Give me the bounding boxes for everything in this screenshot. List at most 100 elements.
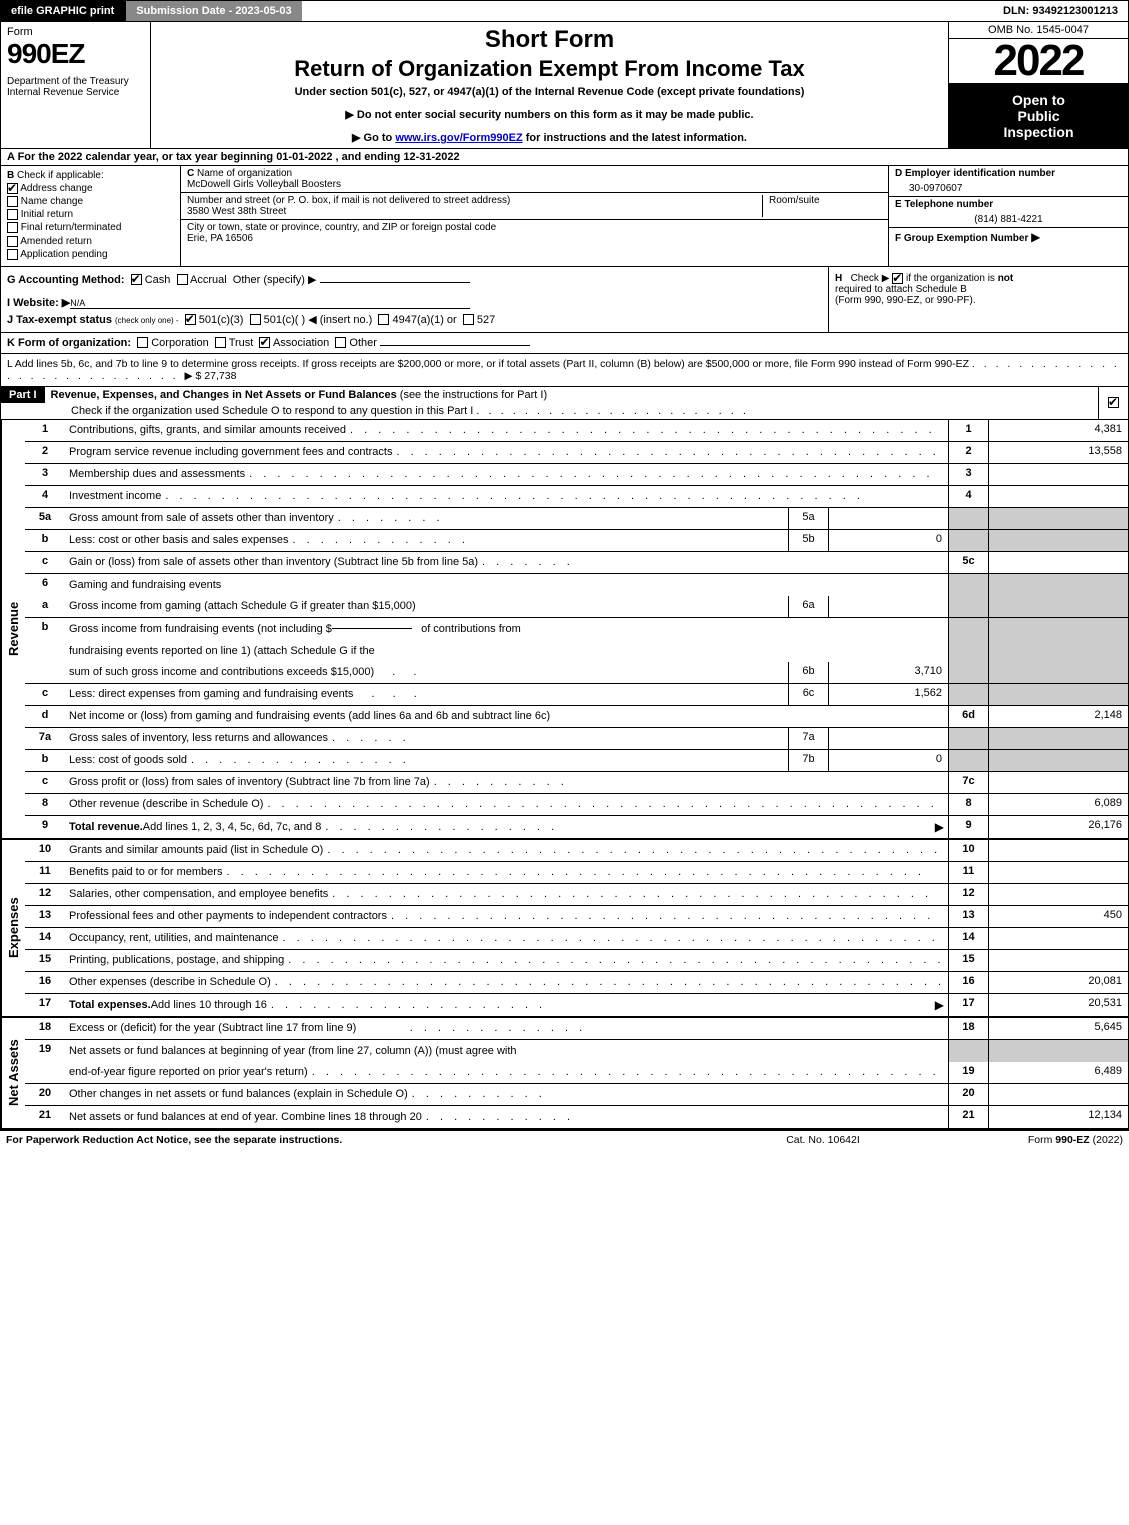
line-num: 19 (25, 1040, 65, 1062)
dots: . . . . . . . . . . . . . . . . . . . . (271, 999, 931, 1011)
h-checkbox[interactable] (892, 273, 903, 284)
line-rval (988, 750, 1128, 771)
line-5c: c Gain or (loss) from sale of assets oth… (25, 552, 1128, 574)
open-public-inspection: Open to Public Inspection (949, 84, 1128, 148)
submission-date-label: Submission Date - 2023-05-03 (126, 1, 301, 21)
part1-instr: (see the instructions for Part I) (400, 389, 547, 401)
arrow-icon: ▶ (935, 998, 944, 1012)
sub-val: 1,562 (828, 684, 948, 705)
line-3: 3 Membership dues and assessments. . . .… (25, 464, 1128, 486)
line-desc: Occupancy, rent, utilities, and maintena… (69, 932, 279, 944)
line-rnum: 6d (948, 706, 988, 727)
amended-return-label: Amended return (20, 236, 92, 247)
dots: . . . . . . . . . . (412, 1088, 940, 1100)
dots: . . . . . . . . . . . . . . . . (191, 754, 780, 766)
dots: . . . . . . . . . . . . . . . . . . . . … (350, 424, 940, 436)
line-rnum (948, 728, 988, 749)
line-rnum (948, 662, 988, 683)
schedule-o-checkbox-cell (1098, 387, 1128, 419)
4947-checkbox[interactable] (378, 314, 389, 325)
line-6d: d Net income or (loss) from gaming and f… (25, 706, 1128, 728)
dots: . . . . . . (332, 732, 780, 744)
line-16: 16 Other expenses (describe in Schedule … (25, 972, 1128, 994)
line-rnum: 12 (948, 884, 988, 905)
line-21: 21 Net assets or fund balances at end of… (25, 1106, 1128, 1128)
line-rval (988, 1084, 1128, 1105)
line-11: 11 Benefits paid to or for members. . . … (25, 862, 1128, 884)
trust-checkbox[interactable] (215, 337, 226, 348)
line-12: 12 Salaries, other compensation, and emp… (25, 884, 1128, 906)
line-desc: Less: cost or other basis and sales expe… (69, 534, 289, 546)
other-org-checkbox[interactable] (335, 337, 346, 348)
sub-num: 5b (788, 530, 828, 551)
line-rval (988, 950, 1128, 971)
line-rval: 450 (988, 906, 1128, 927)
contrib-field[interactable] (332, 628, 412, 629)
corp-checkbox[interactable] (137, 337, 148, 348)
assoc-checkbox[interactable] (259, 337, 270, 348)
line-num: 10 (25, 840, 65, 861)
line-rval (988, 1040, 1128, 1062)
line-desc: Grants and similar amounts paid (list in… (69, 844, 323, 856)
bullet-goto: ▶ Go to www.irs.gov/Form990EZ for instru… (159, 131, 940, 144)
section-subtitle: Under section 501(c), 527, or 4947(a)(1)… (159, 86, 940, 98)
initial-return-checkbox[interactable]: Initial return (7, 209, 174, 220)
room-suite-label: Room/suite (762, 195, 882, 217)
g-label: G Accounting Method: (7, 274, 125, 286)
line-rnum: 18 (948, 1018, 988, 1039)
revenue-body: 1 Contributions, gifts, grants, and simi… (25, 420, 1128, 838)
line-6b-1: b Gross income from fundraising events (… (25, 618, 1128, 640)
line-desc: Salaries, other compensation, and employ… (69, 888, 328, 900)
527-checkbox[interactable] (463, 314, 474, 325)
telephone-value: (814) 881-4221 (889, 212, 1128, 228)
line-num (25, 640, 65, 662)
line-rnum (948, 750, 988, 771)
header-left: Form 990EZ Department of the Treasury In… (1, 22, 151, 148)
line-rval: 6,089 (988, 794, 1128, 815)
checkbox-icon (7, 236, 18, 247)
inspect-line1: Open to (953, 92, 1124, 108)
line-rnum: 20 (948, 1084, 988, 1105)
cash-checkbox[interactable] (131, 274, 142, 285)
other-org-field[interactable] (380, 345, 530, 346)
schedule-o-checkbox[interactable] (1108, 397, 1119, 408)
row-a-tax-year: A For the 2022 calendar year, or tax yea… (0, 149, 1129, 166)
line-desc: Membership dues and assessments (69, 468, 245, 480)
other-specify-field[interactable] (320, 282, 470, 283)
part1-check-line: Check if the organization used Schedule … (1, 403, 1098, 419)
form-ref: Form 990-EZ (2022) (923, 1134, 1123, 1146)
h-right: H Check ▶ if the organization is not req… (828, 267, 1128, 332)
501c-checkbox[interactable] (250, 314, 261, 325)
line-desc-mid: of contributions from (421, 623, 521, 635)
line-desc: sum of such gross income and contributio… (69, 666, 374, 678)
line-rnum: 21 (948, 1106, 988, 1128)
accrual-checkbox[interactable] (177, 274, 188, 285)
address-change-checkbox[interactable]: Address change (7, 183, 174, 194)
line-17: 17 Total expenses. Add lines 10 through … (25, 994, 1128, 1016)
501c3-checkbox[interactable] (185, 314, 196, 325)
line-6b-2: fundraising events reported on line 1) (… (25, 640, 1128, 662)
line-desc: Net assets or fund balances at beginning… (69, 1045, 517, 1057)
h-not: not (998, 273, 1014, 284)
amended-return-checkbox[interactable]: Amended return (7, 236, 174, 247)
corp-label: Corporation (151, 337, 208, 349)
line-desc: Less: direct expenses from gaming and fu… (69, 688, 353, 700)
line-desc: Benefits paid to or for members (69, 866, 222, 878)
line-7c: c Gross profit or (loss) from sales of i… (25, 772, 1128, 794)
line-rval (988, 552, 1128, 573)
application-pending-checkbox[interactable]: Application pending (7, 249, 174, 260)
name-change-checkbox[interactable]: Name change (7, 196, 174, 207)
final-return-checkbox[interactable]: Final return/terminated (7, 222, 174, 233)
line-rnum (948, 1040, 988, 1062)
line-num: 15 (25, 950, 65, 971)
dots: . . . . . . . . . . . . . . . . . . . . … (249, 468, 940, 480)
line-19-1: 19 Net assets or fund balances at beginn… (25, 1040, 1128, 1062)
revenue-grid: Revenue 1 Contributions, gifts, grants, … (0, 420, 1129, 840)
part1-desc: Part I Revenue, Expenses, and Changes in… (1, 387, 1098, 419)
cat-no: Cat. No. 10642I (723, 1134, 923, 1146)
line-num: 8 (25, 794, 65, 815)
part1-dots: . . . . . . . . . . . . . . . . . . . . … (476, 405, 749, 417)
irs-link[interactable]: www.irs.gov/Form990EZ (395, 132, 522, 144)
efile-print-button[interactable]: efile GRAPHIC print (1, 1, 126, 21)
line-desc: Investment income (69, 490, 161, 502)
